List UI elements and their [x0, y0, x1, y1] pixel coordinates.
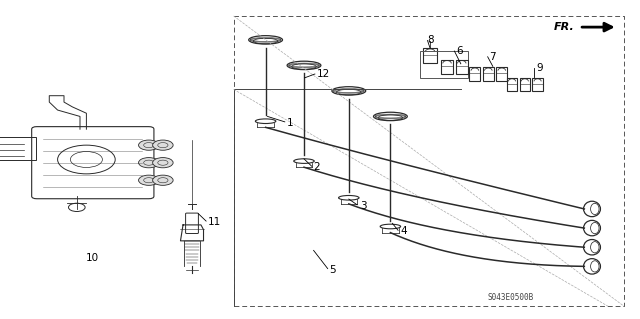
Text: 11: 11 [208, 217, 221, 227]
Bar [507, 78, 517, 91]
Text: 7: 7 [490, 52, 496, 62]
Text: 1: 1 [287, 118, 293, 128]
Bar [470, 67, 481, 81]
Bar [423, 48, 437, 63]
Circle shape [152, 158, 173, 168]
Bar [0, 137, 36, 160]
Bar [520, 78, 530, 91]
Circle shape [152, 140, 173, 150]
Text: 4: 4 [400, 226, 406, 236]
Circle shape [138, 140, 159, 150]
Text: 10: 10 [86, 253, 99, 263]
Circle shape [138, 158, 159, 168]
Text: 9: 9 [536, 63, 543, 73]
Bar [532, 78, 543, 91]
Text: 8: 8 [428, 34, 434, 45]
Text: FR.: FR. [554, 22, 575, 32]
Text: 6: 6 [456, 46, 463, 56]
Bar [441, 60, 453, 74]
Text: 2: 2 [314, 162, 320, 172]
Circle shape [152, 175, 173, 185]
Bar [483, 67, 494, 81]
Text: 5: 5 [330, 264, 336, 275]
Bar [420, 51, 468, 78]
Text: S043E0500B: S043E0500B [488, 293, 534, 302]
Text: 3: 3 [360, 201, 366, 211]
Circle shape [138, 175, 159, 185]
Text: 12: 12 [317, 69, 330, 79]
Bar [456, 60, 468, 74]
Bar [497, 67, 508, 81]
